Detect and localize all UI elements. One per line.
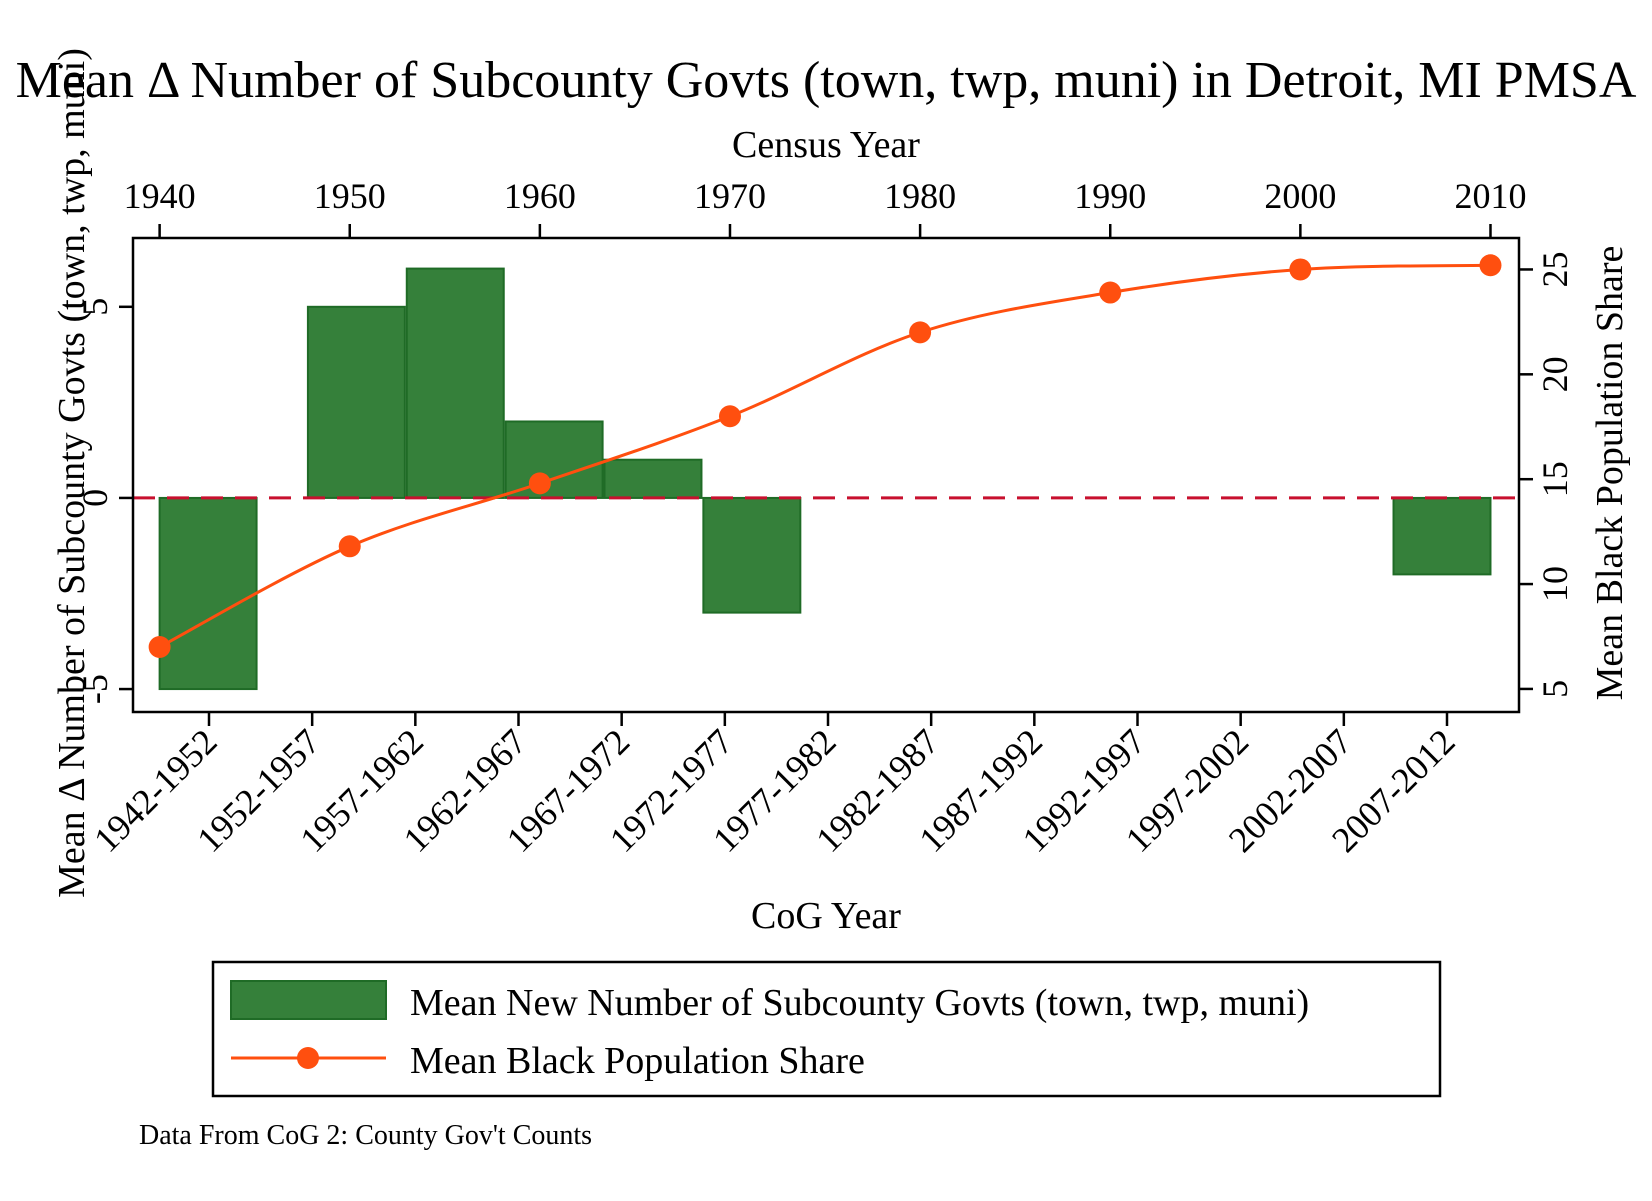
black-share-point-6 [1289,258,1312,281]
y2-tick-label-4: 25 [1535,251,1575,287]
y-axis-label: Mean Δ Number of Subcounty Govts (town, … [51,48,93,898]
legend-box [211,960,1442,1098]
x2-tick-label-0: 1940 [124,176,196,216]
black-share-point-5 [1099,281,1122,304]
black-share-point-1 [338,535,361,558]
bar-0 [158,496,258,691]
bar-5 [702,496,802,614]
bar-6 [1392,496,1492,576]
x2-tick-label-7: 2010 [1454,176,1526,216]
bar-1 [306,305,406,499]
legend: Mean New Number of Subcounty Govts (town… [211,960,1442,1098]
x2-tick-label-6: 2000 [1264,176,1336,216]
x2-tick-label-3: 1970 [694,176,766,216]
legend-line-marker [297,1047,319,1069]
black-share-point-0 [148,635,171,658]
black-share-point-3 [718,405,741,428]
legend-bar-swatch [230,980,387,1020]
y-tick-label-2: 5 [75,298,115,316]
plot-area: -5 0 5 5 10 15 20 25 1940 1950 1960 1970 1980 1990 200… [75,176,1575,860]
black-share-line [158,263,1491,649]
y2-tick-label-1: 10 [1535,566,1575,602]
y2-axis-label: Mean Black Population Share [1589,246,1631,701]
x-axis-label: CoG Year [751,895,901,937]
bar-2 [405,267,505,499]
y2-tick-label-3: 20 [1535,356,1575,392]
note: Data From CoG 2: County Gov't Counts [139,1120,592,1151]
x2-tick-label-5: 1990 [1074,176,1146,216]
top-axis-label: Census Year [732,124,920,166]
black-share-point-7 [1479,254,1502,277]
legend-label-line: Mean Black Population Share [410,1040,865,1082]
black-share-point-2 [528,472,551,495]
legend-label-bars: Mean New Number of Subcounty Govts (town… [410,982,1309,1024]
chart-title: Mean Δ Number of Subcounty Govts (town, … [16,52,1637,109]
y2-tick-label-2: 15 [1535,461,1575,497]
x2-tick-label-2: 1960 [504,176,576,216]
black-share-point-4 [909,321,932,344]
bar-3 [504,420,604,499]
x2-tick-label-1: 1950 [314,176,386,216]
bar-4 [603,458,703,499]
plot-frame [131,236,1521,714]
y2-tick-label-0: 5 [1535,680,1575,698]
y-tick-label-1: 0 [75,489,115,507]
y-tick-label-0: -5 [75,674,115,704]
x2-tick-label-4: 1980 [884,176,956,216]
